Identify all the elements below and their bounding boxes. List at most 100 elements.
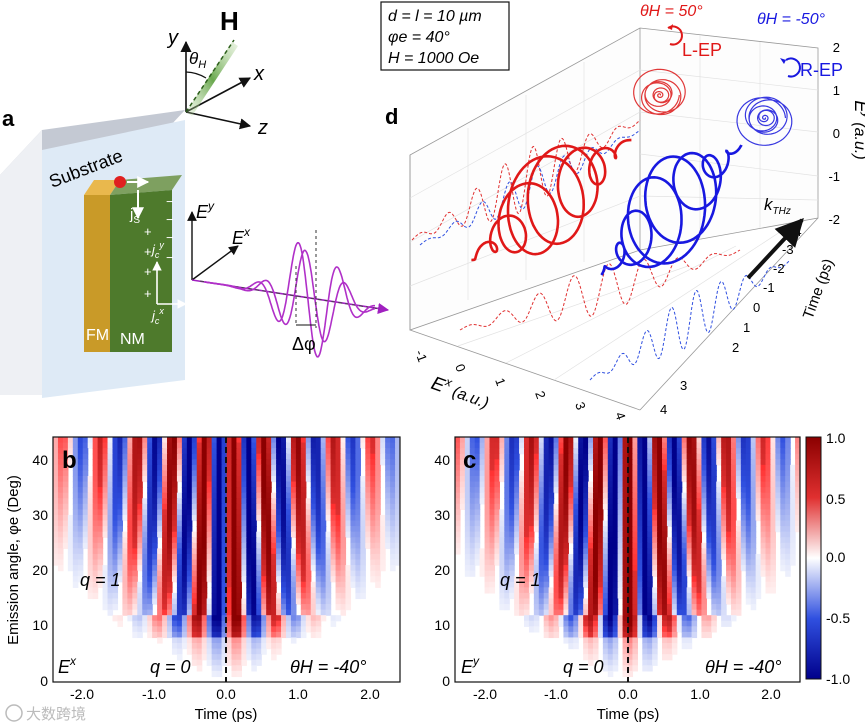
heatmap-cell — [716, 559, 722, 566]
heatmap-cell — [236, 531, 242, 538]
heatmap-cell — [795, 498, 800, 505]
heatmap-cell — [325, 437, 332, 444]
heatmap-cell — [612, 631, 619, 639]
theta-arc — [185, 71, 207, 79]
heatmap-cell — [632, 437, 638, 444]
heatmap-cell — [740, 520, 747, 527]
heatmap-cell — [137, 565, 143, 572]
heatmap-cell — [474, 464, 481, 472]
heatmap-cell — [107, 453, 114, 460]
heatmap-cell — [622, 670, 629, 678]
heatmap-cell — [137, 598, 143, 605]
heatmap-cell — [251, 615, 257, 622]
y-tick: 40 — [32, 452, 48, 468]
heatmap-cell — [196, 620, 203, 627]
heatmap-cell — [251, 531, 257, 538]
heatmap-cell — [181, 531, 188, 538]
heatmap-cell — [701, 598, 707, 605]
heatmap-cell — [647, 481, 653, 488]
heatmap-cell — [395, 470, 400, 477]
heatmap-cell — [676, 481, 683, 488]
heatmap-cell — [206, 498, 213, 505]
heatmap-cell — [325, 498, 332, 505]
heatmap-cell — [340, 437, 347, 444]
heatmap-cell — [484, 587, 491, 594]
heatmap-cell — [285, 626, 292, 633]
heatmap-cell — [538, 442, 545, 449]
heatmap-cell — [271, 592, 277, 600]
ey-axis-ticks: 2 1 0 -1 -2 — [828, 40, 840, 227]
heatmap-cell — [162, 520, 168, 527]
heatmap-cell — [395, 520, 400, 527]
heatmap-cell — [176, 459, 183, 466]
heatmap-cell — [533, 620, 540, 627]
heatmap-cell — [597, 498, 604, 505]
heatmap-cell — [92, 453, 99, 460]
heatmap-cell — [543, 570, 550, 577]
heatmap-cell — [489, 531, 496, 538]
heatmap-cell — [731, 553, 737, 561]
heatmap-cell — [578, 615, 584, 622]
heatmap-cell — [171, 598, 178, 605]
heatmap-cell — [795, 481, 800, 488]
heatmap-cell — [686, 643, 693, 650]
heatmap-cell — [740, 526, 747, 533]
heatmap-cell — [345, 526, 352, 533]
heatmap-cell — [256, 481, 262, 488]
heatmap-cell — [627, 453, 634, 460]
heatmap-cell — [691, 626, 698, 633]
heatmap-cell — [251, 592, 257, 600]
heatmap-cell — [686, 537, 693, 544]
heatmap-cell — [504, 531, 510, 538]
panel-b-q1: q = 1 — [80, 570, 121, 590]
heatmap-cell — [375, 487, 381, 494]
heatmap-cell — [82, 437, 89, 444]
heatmap-cell — [191, 542, 198, 549]
heatmap-cell — [385, 464, 391, 472]
heatmap-cell — [162, 542, 168, 549]
heatmap-cell — [167, 581, 173, 588]
heatmap-cell — [256, 626, 262, 633]
heatmap-cell — [285, 609, 292, 616]
heatmap-cell — [191, 481, 198, 488]
heatmap-cell — [186, 626, 193, 633]
heatmap-cell — [201, 520, 208, 527]
heatmap-cell — [137, 553, 143, 561]
heatmap-cell — [583, 531, 589, 538]
heatmap-cell — [627, 631, 634, 639]
heatmap-cell — [152, 470, 158, 477]
heatmap-cell — [310, 537, 317, 544]
heatmap-cell — [325, 598, 332, 605]
heatmap-cell — [365, 459, 371, 466]
heatmap-cell — [519, 542, 525, 549]
heatmap-cell — [632, 565, 638, 572]
heatmap-cell — [380, 526, 386, 533]
heatmap-cell — [543, 487, 550, 494]
heatmap-cell — [533, 604, 540, 611]
heatmap-cell — [593, 548, 599, 555]
heatmap-cell — [464, 553, 471, 561]
heatmap-cell — [469, 492, 476, 499]
heatmap-cell — [186, 498, 193, 505]
heatmap-cell — [662, 537, 668, 544]
heatmap-cell — [256, 503, 262, 510]
heatmap-cell — [370, 565, 376, 572]
heatmap-cell — [588, 509, 594, 516]
heatmap-cell — [716, 481, 722, 488]
heatmap-cell — [755, 464, 762, 472]
heatmap-cell — [102, 475, 109, 483]
heatmap-cell — [524, 442, 530, 449]
heatmap-cell — [716, 442, 722, 449]
heatmap-cell — [671, 520, 678, 527]
heatmap-cell — [775, 509, 781, 516]
heatmap-cell — [221, 464, 228, 472]
heatmap-cell — [206, 514, 213, 522]
heatmap-cell — [285, 531, 292, 538]
heatmap-cell — [221, 520, 228, 527]
heatmap-cell — [731, 475, 737, 483]
heatmap-cell — [666, 520, 673, 527]
heatmap-cell — [597, 509, 604, 516]
heatmap-cell — [266, 437, 272, 444]
heatmap-cell — [176, 620, 183, 627]
heatmap-cell — [57, 531, 64, 538]
